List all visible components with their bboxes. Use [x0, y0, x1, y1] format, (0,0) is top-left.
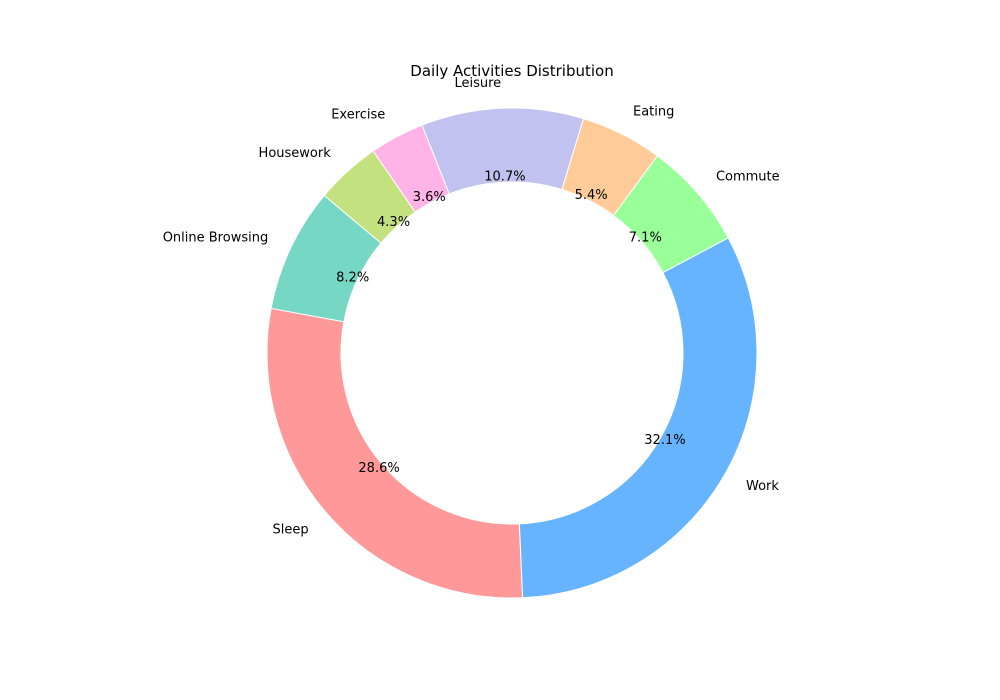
slice-percent-label: 5.4%: [575, 188, 608, 203]
slice-work: [518, 237, 758, 599]
slice-housework: [323, 150, 416, 244]
slice-label: Commute: [716, 169, 780, 184]
slice-percent-label: 10.7%: [484, 170, 525, 185]
slice-label: Housework: [259, 146, 332, 161]
slice-percent-label: 3.6%: [413, 190, 446, 205]
slice-percent-label: 28.6%: [358, 461, 399, 476]
slice-percent-label: 4.3%: [377, 215, 410, 230]
slice-label: Exercise: [331, 108, 385, 123]
slice-label: Leisure: [454, 76, 501, 91]
slice-percent-label: 8.2%: [336, 270, 369, 285]
slice-percent-label: 32.1%: [644, 433, 685, 448]
slice-label: Online Browsing: [163, 231, 269, 246]
labels-layer: Online Browsing 8.2% Sleep 28.6% Work 32.1% Co…: [163, 76, 780, 537]
slice-sleep: [266, 307, 524, 599]
slices-layer: [266, 107, 758, 599]
chart-title: Daily Activities Distribution: [410, 62, 613, 80]
slice-label: Eating: [633, 105, 674, 120]
slice-label: Work: [746, 479, 779, 494]
slice-label: Sleep: [272, 522, 308, 537]
slice-percent-label: 7.1%: [629, 230, 662, 245]
